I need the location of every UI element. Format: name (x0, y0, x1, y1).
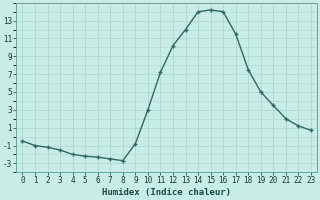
X-axis label: Humidex (Indice chaleur): Humidex (Indice chaleur) (102, 188, 231, 197)
